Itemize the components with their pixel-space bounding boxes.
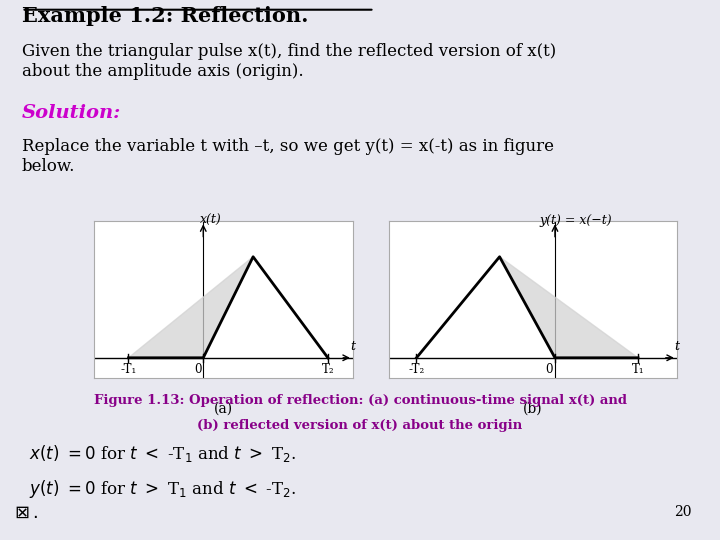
Text: 0: 0 xyxy=(546,363,553,376)
Text: t: t xyxy=(351,340,355,353)
Text: Figure 1.13: Operation of reflection: (a) continuous-time signal x(t) and: Figure 1.13: Operation of reflection: (a… xyxy=(94,394,626,407)
Text: Example 1.2: Reflection.: Example 1.2: Reflection. xyxy=(22,6,308,26)
Text: (b) reflected version of x(t) about the origin: (b) reflected version of x(t) about the … xyxy=(197,418,523,431)
Text: $y(t)$ $= 0$ for $t$ $>$ T$_1$ and $t$ $<$ -T$_2$.: $y(t)$ $= 0$ for $t$ $>$ T$_1$ and $t$ $… xyxy=(29,478,296,500)
Text: (b): (b) xyxy=(523,401,543,415)
Polygon shape xyxy=(500,256,638,358)
Text: ⊠: ⊠ xyxy=(14,504,30,522)
Text: -T₁: -T₁ xyxy=(120,363,137,376)
Text: y(t) = x(−t): y(t) = x(−t) xyxy=(540,214,612,227)
Text: Solution:: Solution: xyxy=(22,104,121,122)
Text: -T₂: -T₂ xyxy=(408,363,425,376)
Text: $x(t)$ $= 0$ for $t$ $<$ -T$_1$ and $t$ $>$ T$_2$.: $x(t)$ $= 0$ for $t$ $<$ -T$_1$ and $t$ … xyxy=(29,443,296,464)
Text: 0: 0 xyxy=(194,363,202,376)
Text: T₂: T₂ xyxy=(322,363,334,376)
Text: .: . xyxy=(32,504,38,522)
Text: 20: 20 xyxy=(674,505,691,519)
Polygon shape xyxy=(128,256,253,358)
Text: t: t xyxy=(674,340,679,353)
Text: (a): (a) xyxy=(214,401,233,415)
Text: Given the triangular pulse x(t), find the reflected version of x(t)
about the am: Given the triangular pulse x(t), find th… xyxy=(22,43,556,80)
Text: x(t): x(t) xyxy=(200,214,222,227)
Text: Replace the variable t with –t, so we get y(t) = x(-t) as in figure
below.: Replace the variable t with –t, so we ge… xyxy=(22,138,554,175)
Text: T₁: T₁ xyxy=(631,363,644,376)
